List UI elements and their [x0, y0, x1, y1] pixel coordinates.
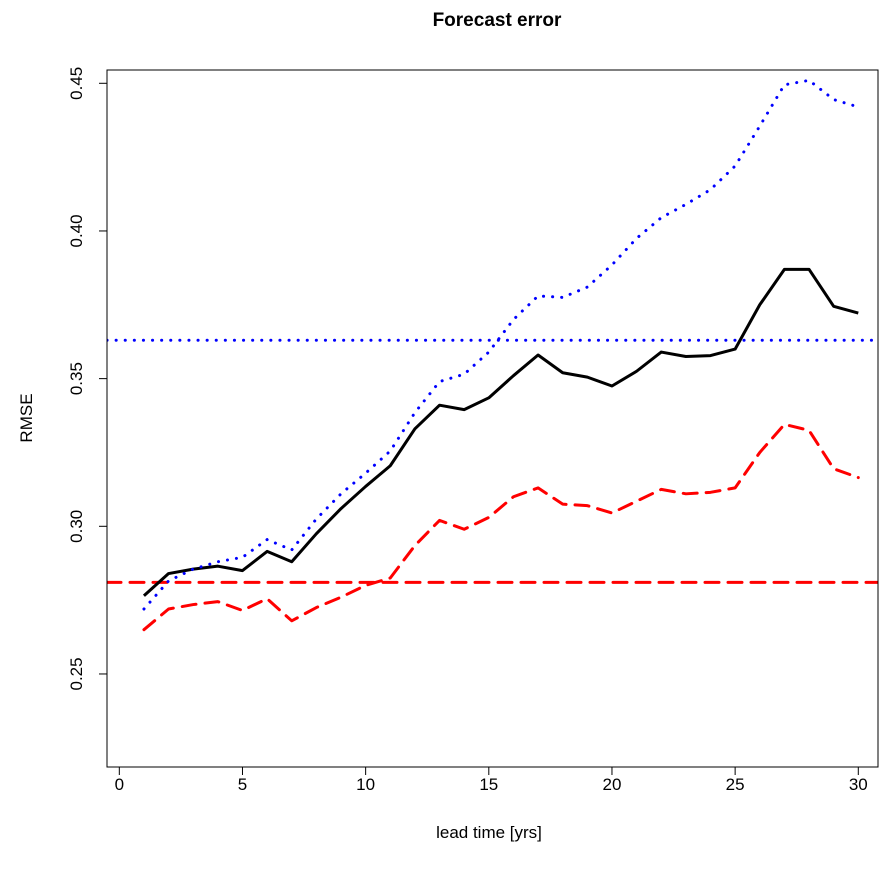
x-tick-label: 30 — [849, 775, 868, 794]
x-axis-label: lead time [yrs] — [436, 823, 542, 842]
x-tick-label: 0 — [115, 775, 124, 794]
x-tick-label: 20 — [603, 775, 622, 794]
y-tick-label: 0.25 — [67, 657, 86, 690]
x-tick-label: 10 — [356, 775, 375, 794]
x-tick-label: 25 — [726, 775, 745, 794]
plot-frame — [106, 69, 879, 768]
chart-title: Forecast error — [433, 10, 562, 31]
y-axis: 0.25 0.30 0.35 0.40 0.45 — [67, 67, 108, 691]
y-tick-label: 0.30 — [67, 510, 86, 543]
y-axis-label: RMSE — [17, 393, 36, 442]
y-tick-label: 0.45 — [67, 67, 86, 100]
x-tick-label: 5 — [238, 775, 247, 794]
plot-area — [107, 78, 878, 632]
series-line-1 — [142, 267, 859, 597]
x-axis: 0 5 10 15 20 25 30 — [115, 766, 868, 794]
y-tick-label: 0.40 — [67, 214, 86, 247]
series-line-2 — [142, 78, 860, 611]
series-line-3 — [142, 422, 860, 632]
x-tick-label: 15 — [479, 775, 498, 794]
y-tick-label: 0.35 — [67, 362, 86, 395]
